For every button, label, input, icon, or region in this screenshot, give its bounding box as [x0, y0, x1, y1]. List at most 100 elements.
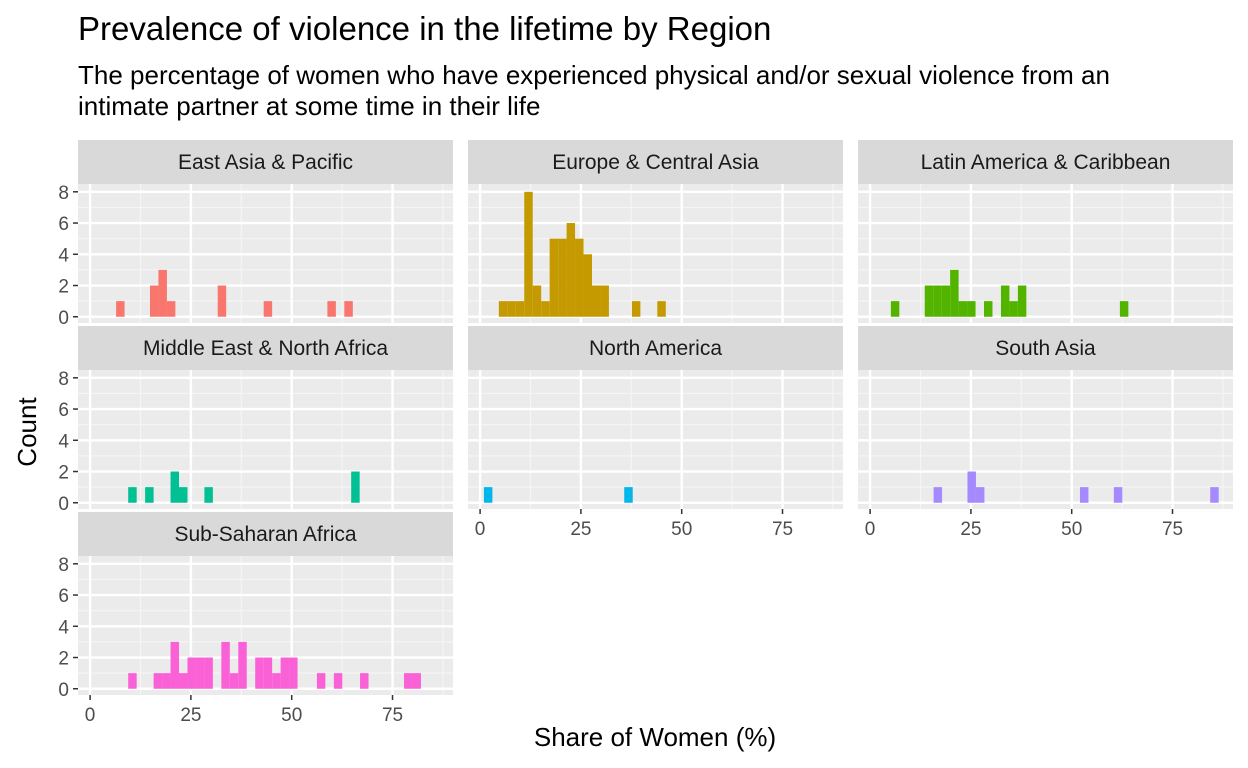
y-tick-label: 4 — [58, 617, 69, 638]
x-tick-label: 0 — [475, 519, 486, 540]
histogram-bar — [412, 673, 421, 689]
x-tick-label: 50 — [281, 705, 302, 726]
histogram-bar — [404, 673, 413, 689]
x-tick-label: 75 — [1162, 519, 1183, 540]
histogram-bar — [967, 301, 976, 317]
histogram-bar — [600, 285, 609, 317]
y-tick-label: 0 — [58, 308, 69, 329]
facet-strip-sub-saharan-africa — [78, 512, 453, 556]
histogram-bar — [532, 285, 542, 317]
x-tick-label: 25 — [570, 519, 591, 540]
y-tick-label: 2 — [58, 463, 69, 484]
facet-strip-north-america — [468, 326, 843, 370]
histogram-bar — [975, 487, 985, 503]
histogram-bar — [344, 301, 353, 317]
y-tick-label: 4 — [58, 245, 69, 266]
histogram-bar — [238, 641, 247, 689]
histogram-bar — [524, 191, 533, 317]
histogram-bar — [128, 487, 137, 503]
histogram-bar — [179, 673, 188, 689]
histogram-bar — [575, 238, 584, 317]
histogram-bar — [515, 301, 525, 317]
y-tick-label: 6 — [58, 400, 69, 421]
x-tick-label: 50 — [671, 519, 692, 540]
histogram-bar — [483, 487, 493, 503]
histogram-bar — [145, 487, 154, 503]
histogram-bar — [950, 269, 959, 317]
x-tick-label: 75 — [772, 519, 793, 540]
histogram-bar — [1210, 487, 1219, 503]
y-tick-label: 8 — [58, 183, 69, 204]
histogram-bar — [1119, 301, 1129, 317]
x-tick-label: 75 — [382, 705, 403, 726]
histogram-bar — [204, 657, 213, 689]
y-axis-title: Count — [12, 397, 42, 467]
histogram-bar — [158, 269, 167, 317]
histogram-bar — [591, 285, 601, 317]
facet-label-east-asia-pacific: East Asia & Pacific — [178, 151, 353, 174]
histogram-bar — [280, 657, 290, 689]
facet-label-sub-saharan-africa: Sub-Saharan Africa — [174, 523, 356, 546]
histogram-bar — [657, 301, 666, 317]
histogram-bar — [272, 673, 281, 689]
facet-strip-middle-east-north-africa — [78, 326, 453, 370]
histogram-bar — [541, 301, 550, 317]
histogram-bar — [179, 487, 188, 503]
histogram-bar — [316, 673, 326, 689]
facet-strip-latin-america-caribbean — [858, 140, 1233, 184]
y-tick-label: 8 — [58, 369, 69, 390]
histogram-bar — [1009, 301, 1018, 317]
facet-label-latin-america-caribbean: Latin America & Caribbean — [921, 151, 1171, 174]
histogram-bar — [128, 673, 137, 689]
histogram-bar — [958, 301, 968, 317]
histogram-bar — [195, 657, 205, 689]
histogram-bar — [360, 673, 369, 689]
chart-subtitle: The percentage of women who have experie… — [78, 60, 1110, 121]
facet-strip-east-asia-pacific — [78, 140, 453, 184]
x-tick-label: 50 — [1061, 519, 1082, 540]
facet-label-middle-east-north-africa: Middle East & North Africa — [143, 337, 388, 360]
chart-title: Prevalence of violence in the lifetime b… — [78, 10, 772, 47]
y-tick-label: 4 — [58, 431, 69, 452]
histogram-bar — [153, 673, 163, 689]
facet-strip-south-asia — [858, 326, 1233, 370]
y-tick-label: 2 — [58, 649, 69, 670]
histogram-bar — [221, 641, 230, 689]
histogram-bar — [631, 301, 641, 317]
histogram-bar — [204, 487, 213, 503]
y-tick-label: 0 — [58, 680, 69, 701]
histogram-bar — [566, 223, 576, 317]
histogram-bar — [149, 285, 159, 317]
histogram-bar — [1079, 487, 1089, 503]
histogram-bar — [558, 238, 567, 317]
x-tick-label: 0 — [85, 705, 96, 726]
histogram-bar — [1113, 487, 1123, 503]
x-tick-label: 0 — [865, 519, 876, 540]
facet-label-south-asia: South Asia — [995, 337, 1096, 360]
histogram-bar — [289, 657, 298, 689]
x-tick-label: 25 — [180, 705, 201, 726]
histogram-bar — [333, 673, 343, 689]
histogram-bar — [170, 641, 180, 689]
facet-label-europe-central-asia: Europe & Central Asia — [552, 151, 759, 174]
histogram-bar — [498, 301, 508, 317]
y-tick-label: 0 — [58, 494, 69, 515]
histogram-bar — [507, 301, 516, 317]
histogram-bar — [170, 471, 180, 503]
histogram-bar — [624, 487, 633, 503]
histogram-bar — [924, 285, 934, 317]
histogram-bar — [255, 657, 264, 689]
histogram-bar — [351, 471, 360, 503]
histogram-bar — [327, 301, 336, 317]
y-tick-label: 8 — [58, 555, 69, 576]
histogram-bar — [967, 471, 976, 503]
facet-strip-europe-central-asia — [468, 140, 843, 184]
y-tick-label: 6 — [58, 586, 69, 607]
histogram-bar — [162, 673, 171, 689]
x-tick-label: 25 — [960, 519, 981, 540]
histogram-bar — [549, 238, 559, 317]
histogram-bar — [583, 254, 592, 317]
histogram-bar — [1000, 285, 1010, 317]
histogram-bar — [116, 301, 125, 317]
histogram-bar — [933, 487, 943, 503]
